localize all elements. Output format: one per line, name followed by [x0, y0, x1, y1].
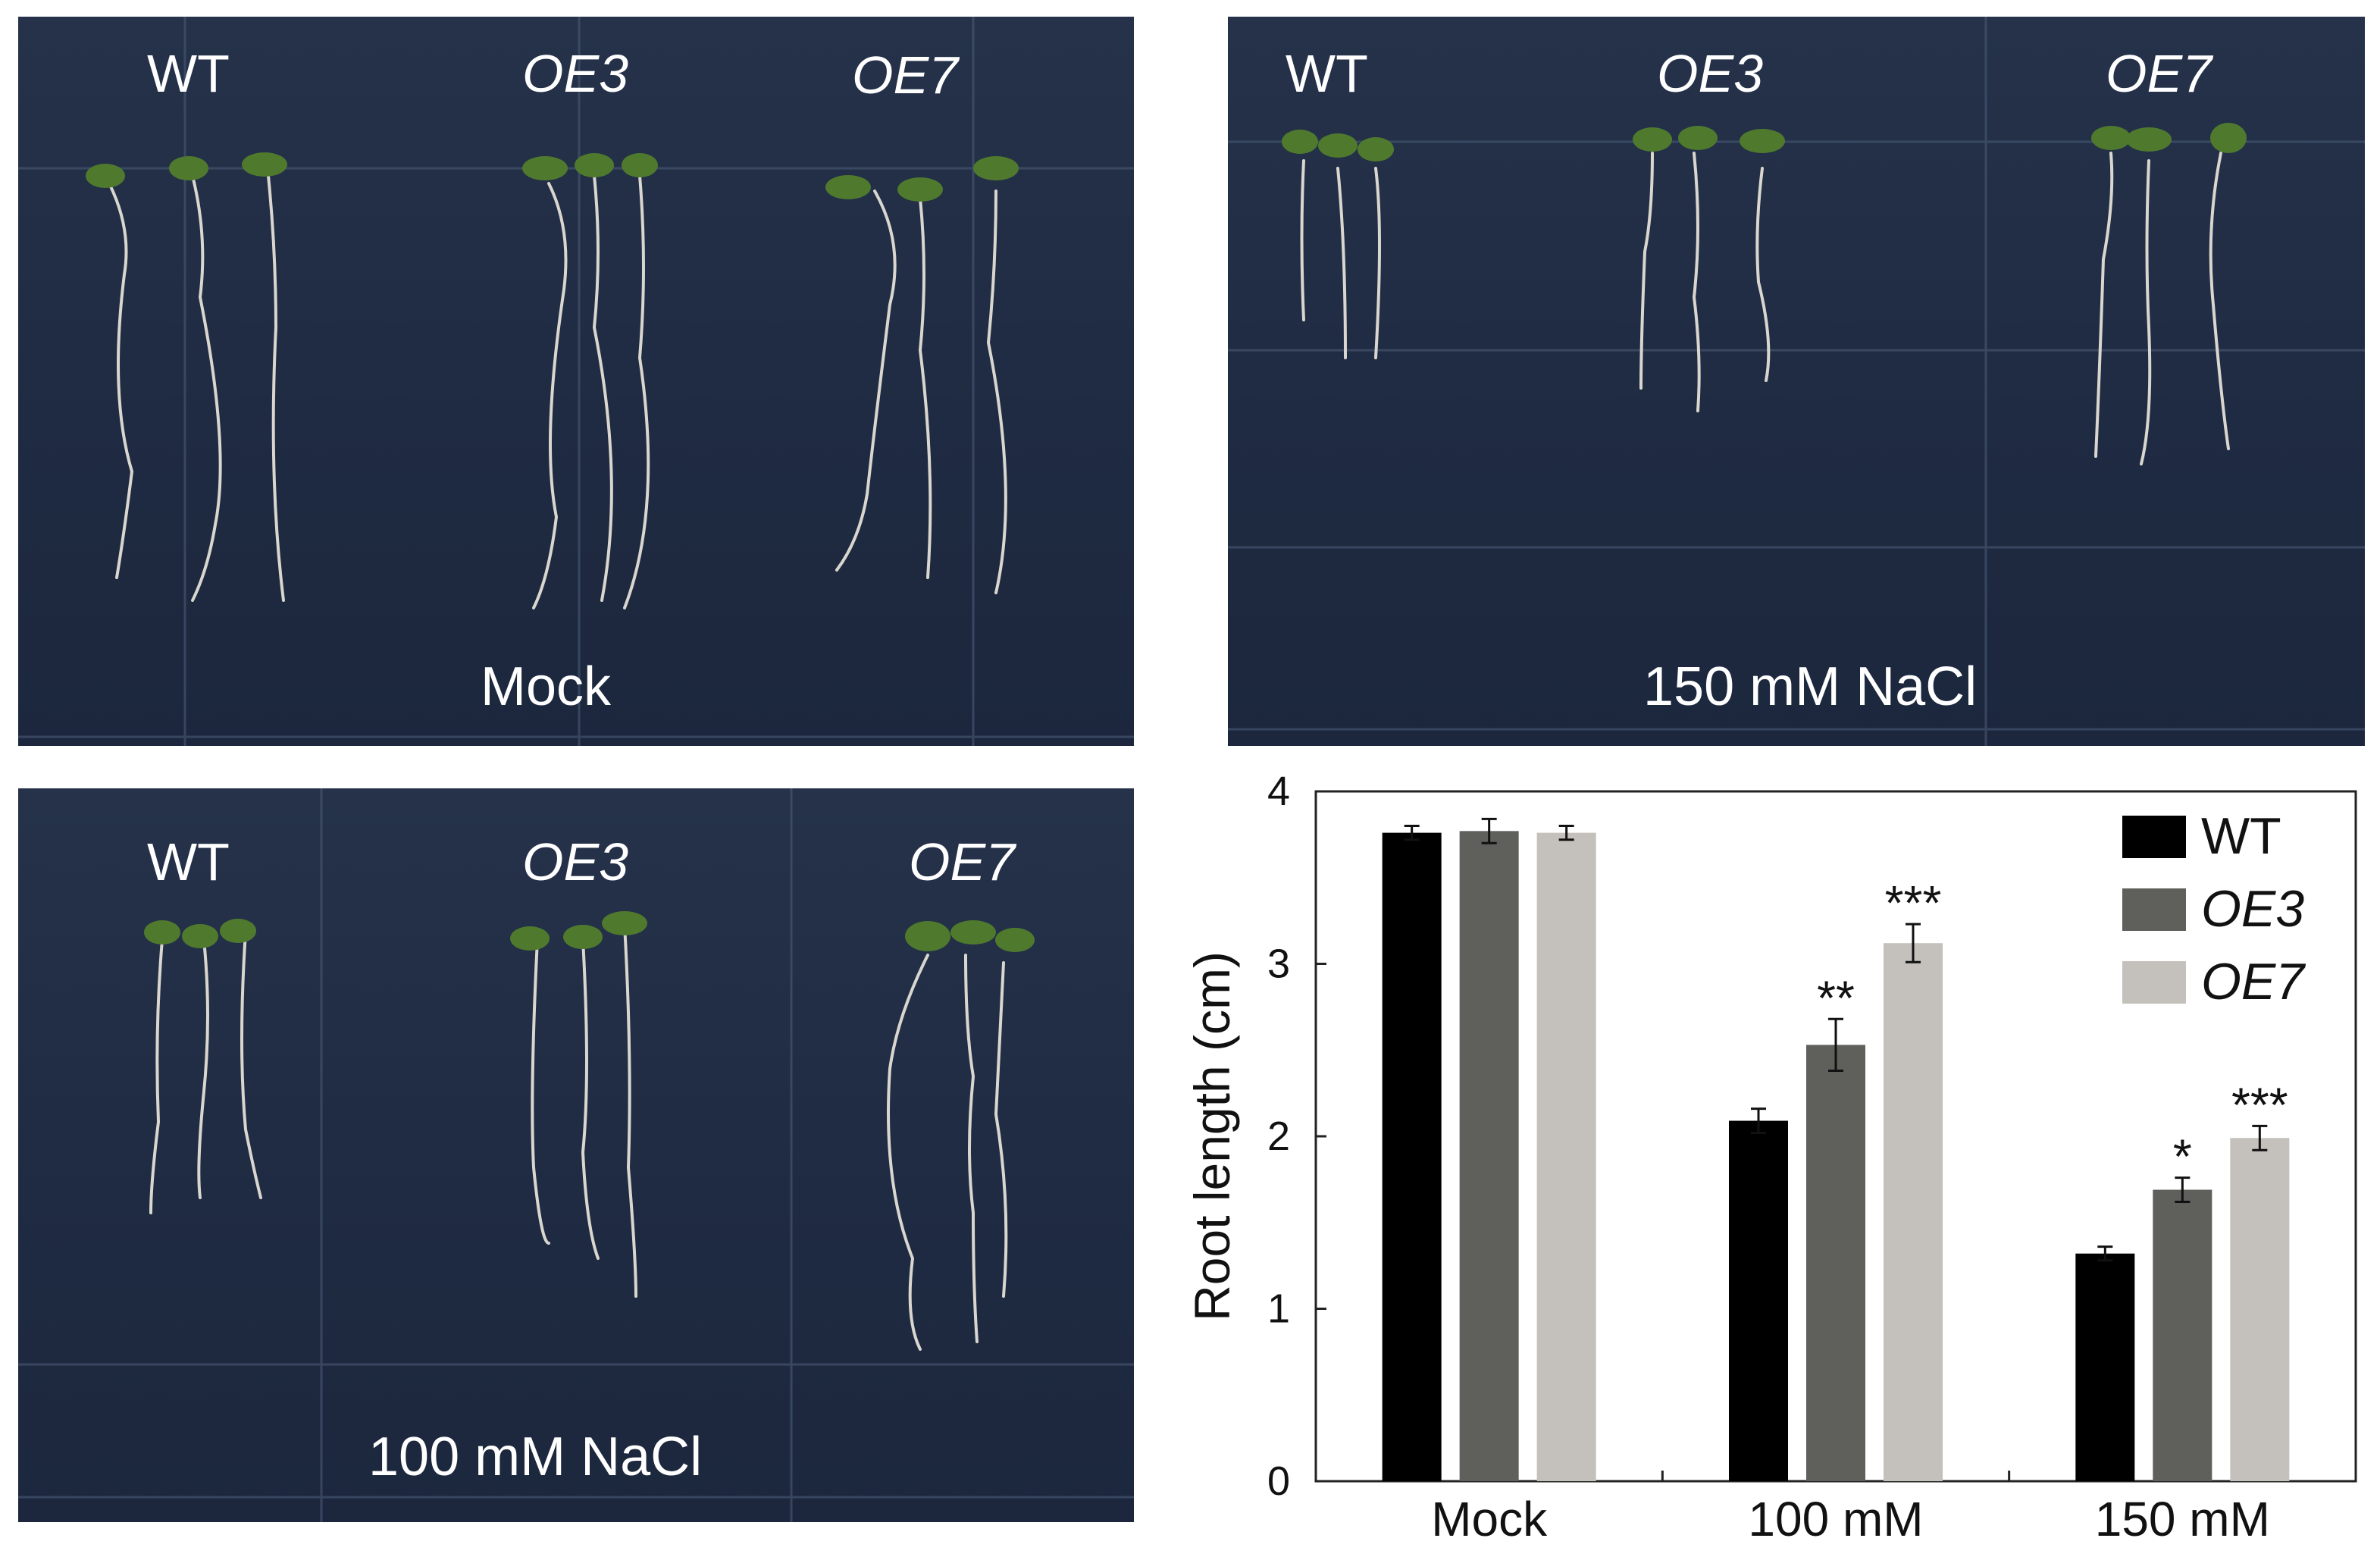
genotype-label-oe3: OE3 [1657, 44, 1764, 103]
legend-label: OE7 [2201, 953, 2306, 1010]
genotype-label-wt: WT [147, 44, 230, 103]
y-axis-label: Root length (cm) [1184, 951, 1240, 1321]
legend-label: WT [2201, 807, 2281, 865]
genotype-label-oe3: OE3 [522, 44, 629, 103]
bar [1536, 832, 1596, 1481]
bar [2153, 1189, 2212, 1481]
genotype-label-wt: WT [1286, 44, 1368, 103]
significance-marker: *** [1885, 876, 1942, 930]
condition-label: Mock [481, 656, 612, 717]
significance-marker: *** [2231, 1077, 2288, 1132]
y-tick-label: 4 [1267, 769, 1290, 814]
legend-swatch [2122, 816, 2186, 858]
bar [1806, 1045, 1865, 1481]
bar [1729, 1120, 1788, 1481]
legend-swatch [2122, 888, 2186, 931]
genotype-label-oe7: OE7 [852, 45, 959, 105]
genotype-label-oe7: OE7 [2106, 44, 2212, 103]
chart-legend: WT OE3 OE7 [2122, 807, 2306, 1010]
x-tick-label: Mock [1431, 1492, 1548, 1546]
x-tick-label: 100 mM [1748, 1492, 1923, 1546]
genotype-label-wt: WT [147, 832, 230, 891]
significance-marker: ** [1817, 970, 1855, 1025]
plate-photo-150mm-nacl: WT OE3 OE7 150 mM NaCl [1228, 17, 2365, 746]
significance-marker: * [2173, 1129, 2192, 1184]
chart-bars: ********* [1382, 817, 2290, 1481]
y-tick-label: 1 [1267, 1286, 1290, 1332]
plate-photo-100mm-nacl: WT OE3 OE7 100 mM NaCl [18, 788, 1134, 1522]
condition-label: 100 mM NaCl [368, 1427, 703, 1487]
bar [2075, 1253, 2135, 1481]
x-tick-label: 150 mM [2095, 1492, 2270, 1546]
legend-swatch [2122, 961, 2186, 1004]
chart-axes: 0 1 2 3 4 Root length (cm) Mock 100 mM 150 mM [1184, 769, 2357, 1546]
seedlings-150mm [1228, 17, 2365, 746]
condition-label: 150 mM NaCl [1643, 656, 1978, 717]
bar [1459, 831, 1519, 1481]
plate-photo-mock: WT OE3 OE7 Mock [18, 17, 1134, 746]
seedlings-100mm [18, 788, 1134, 1522]
genotype-label-oe7: OE7 [909, 832, 1016, 891]
legend-label: OE3 [2201, 880, 2304, 938]
y-tick-label: 2 [1267, 1114, 1290, 1159]
bar [2230, 1138, 2290, 1481]
bar [1884, 943, 1943, 1481]
seedlings-mock [18, 17, 1134, 746]
y-tick-label: 3 [1267, 941, 1290, 987]
y-tick-label: 0 [1267, 1458, 1290, 1504]
bar [1382, 832, 1442, 1481]
genotype-label-oe3: OE3 [522, 832, 629, 891]
